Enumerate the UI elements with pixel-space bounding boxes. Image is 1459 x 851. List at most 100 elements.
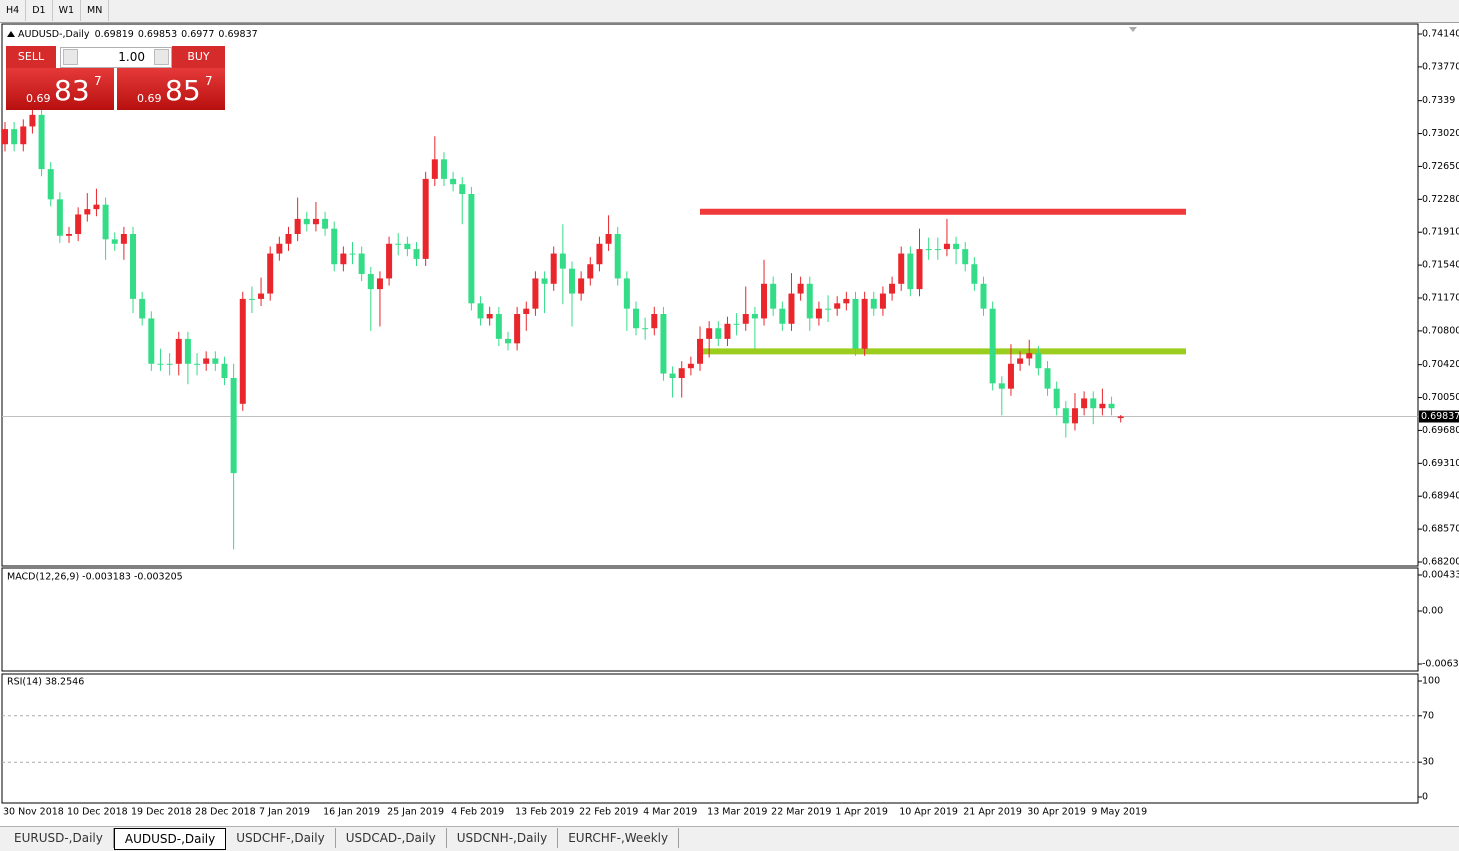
candle-body bbox=[724, 323, 731, 339]
timeframe-button[interactable]: H4 bbox=[0, 0, 27, 21]
candle-body bbox=[1062, 408, 1069, 424]
candle-body bbox=[230, 378, 237, 474]
candle-body bbox=[11, 129, 18, 145]
ask-prefix: 0.69 bbox=[137, 92, 162, 105]
timeframe-button[interactable]: MN bbox=[81, 0, 110, 21]
y-tick-label: 70 bbox=[1422, 710, 1434, 721]
candle-body bbox=[1117, 416, 1124, 419]
candle-body bbox=[166, 363, 173, 365]
candle-body bbox=[1044, 368, 1051, 389]
y-tick-label: -0.006371 bbox=[1422, 659, 1459, 670]
candle-body bbox=[770, 283, 777, 309]
macd-panel bbox=[1, 567, 1419, 672]
y-tick-label: 0.004331 bbox=[1422, 570, 1459, 581]
candle-body bbox=[376, 278, 383, 290]
chart-tab[interactable]: USDCAD-,Daily bbox=[336, 828, 447, 848]
candle-body bbox=[596, 243, 603, 265]
y-tick-label: 0.68940 bbox=[1422, 491, 1459, 502]
candle-body bbox=[450, 178, 457, 185]
candle-body bbox=[925, 249, 932, 251]
candle-body bbox=[623, 278, 630, 309]
x-tick-label: 28 Dec 2018 bbox=[195, 807, 256, 818]
candle-body bbox=[815, 308, 822, 319]
y-tick-label: 0.69680 bbox=[1422, 425, 1459, 436]
candle-body bbox=[971, 264, 978, 284]
x-tick-label: 9 May 2019 bbox=[1091, 807, 1147, 818]
candle-body bbox=[962, 249, 969, 265]
candle-body bbox=[779, 308, 786, 324]
candle-body bbox=[203, 358, 210, 364]
y-tick-label: 0.69310 bbox=[1422, 458, 1459, 469]
y-tick-label: 30 bbox=[1422, 757, 1434, 768]
x-tick-label: 1 Apr 2019 bbox=[835, 807, 888, 818]
x-tick-label: 16 Jan 2019 bbox=[323, 807, 380, 818]
candle-body bbox=[276, 243, 283, 254]
candle-body bbox=[102, 204, 109, 240]
bid-quote[interactable]: 0.69 83 7 bbox=[6, 68, 114, 110]
candle-body bbox=[130, 234, 137, 299]
candle-body bbox=[697, 338, 704, 364]
candle-body bbox=[980, 283, 987, 309]
ask-quote[interactable]: 0.69 85 7 bbox=[117, 68, 225, 110]
buy-button[interactable]: BUY bbox=[172, 46, 225, 68]
candle-body bbox=[825, 308, 832, 310]
y-tick-label: 0.7339 bbox=[1422, 95, 1455, 106]
candle-body bbox=[1007, 363, 1014, 389]
candle-body bbox=[1053, 388, 1060, 409]
sell-button[interactable]: SELL bbox=[6, 46, 56, 68]
bid-prefix: 0.69 bbox=[26, 92, 51, 105]
candle-body bbox=[1026, 353, 1033, 359]
candle-body bbox=[523, 308, 530, 314]
candle-body bbox=[20, 126, 27, 145]
candle-body bbox=[312, 218, 319, 225]
candle-body bbox=[285, 234, 292, 244]
candle-body bbox=[47, 169, 54, 200]
chart-tab[interactable]: USDCNH-,Daily bbox=[447, 828, 559, 848]
timeframe-button[interactable]: W1 bbox=[53, 0, 81, 21]
bid-big: 83 bbox=[54, 74, 90, 107]
candle-body bbox=[431, 159, 438, 179]
y-tick-label: 0.73770 bbox=[1422, 61, 1459, 72]
x-tick-label: 13 Mar 2019 bbox=[707, 807, 767, 818]
x-tick-label: 22 Feb 2019 bbox=[579, 807, 638, 818]
candle-body bbox=[998, 383, 1005, 389]
candle-body bbox=[322, 218, 329, 229]
timeframe-toolbar: H4 D1 W1 MN bbox=[0, 0, 1459, 23]
lot-field[interactable]: 1.00 bbox=[60, 47, 172, 68]
bid-pip: 7 bbox=[94, 74, 102, 88]
chart-header: AUDUSD-,Daily 0.69819 0.69853 0.6977 0.69837 bbox=[18, 29, 258, 40]
candle-body bbox=[395, 243, 402, 245]
candle-body bbox=[1099, 403, 1106, 409]
y-tick-label: 0.70800 bbox=[1422, 325, 1459, 336]
candle-body bbox=[404, 243, 411, 250]
candle-body bbox=[907, 253, 914, 290]
chart-tab[interactable]: USDCHF-,Daily bbox=[226, 828, 336, 848]
candle-body bbox=[953, 243, 960, 250]
chart-tab[interactable]: EURUSD-,Daily bbox=[4, 828, 114, 848]
y-tick-label: 0.71910 bbox=[1422, 227, 1459, 238]
chart-tab[interactable]: EURCHF-,Weekly bbox=[558, 828, 680, 848]
lot-value: 1.00 bbox=[118, 50, 145, 64]
candle-body bbox=[687, 363, 694, 369]
chart-tab[interactable]: AUDUSD-,Daily bbox=[113, 828, 227, 850]
candle-body bbox=[861, 298, 868, 349]
candle-body bbox=[1090, 398, 1097, 409]
collapse-icon[interactable] bbox=[7, 31, 15, 37]
candle-body bbox=[440, 159, 447, 179]
candle-body bbox=[761, 283, 768, 319]
candle-body bbox=[889, 283, 896, 294]
candle-body bbox=[358, 253, 365, 274]
ask-big: 85 bbox=[165, 74, 201, 107]
candle-body bbox=[29, 114, 36, 127]
lot-up[interactable] bbox=[154, 49, 169, 65]
y-tick-label: 100 bbox=[1422, 676, 1440, 687]
candle-body bbox=[1017, 358, 1024, 364]
timeframe-button[interactable]: D1 bbox=[26, 0, 53, 21]
candle-body bbox=[294, 218, 301, 234]
candle-body bbox=[367, 274, 374, 290]
lot-down[interactable] bbox=[63, 49, 78, 65]
candle-body bbox=[733, 323, 740, 325]
x-tick-label: 30 Apr 2019 bbox=[1027, 807, 1086, 818]
